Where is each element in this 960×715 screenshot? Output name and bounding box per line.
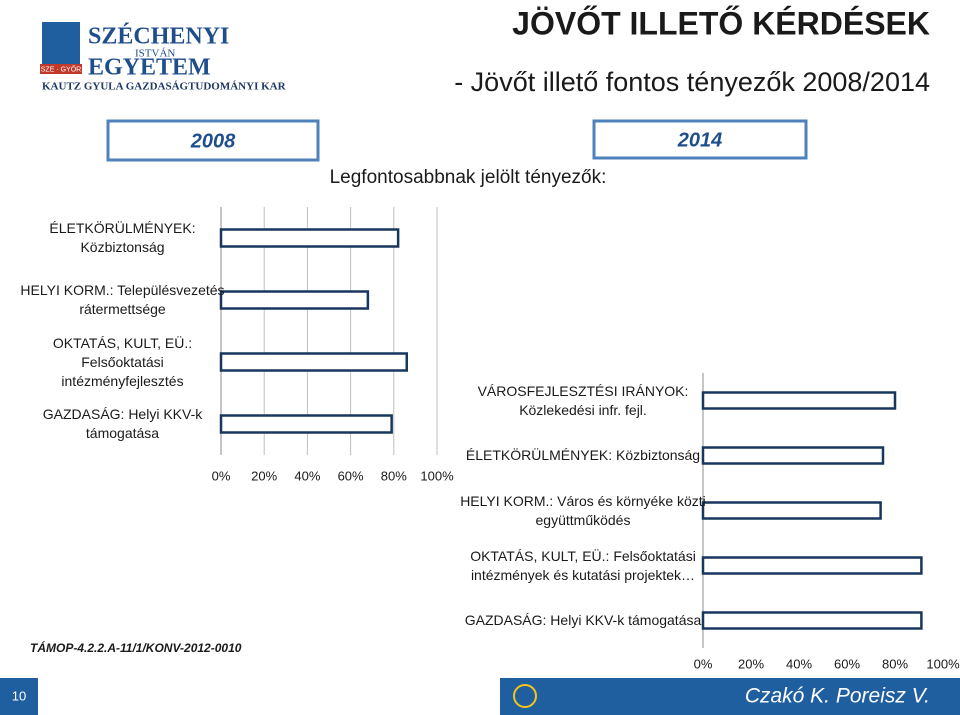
- y-tick-label: GAZDASÁG: Helyi KKV-k támogatása: [464, 612, 702, 628]
- x-tick-label: 40%: [786, 656, 812, 671]
- slide-title: JÖVŐT ILLETŐ KÉRDÉSEK: [512, 5, 930, 41]
- bar: [219, 290, 370, 310]
- y-tick-label: OKTATÁS, KULT, EÜ.: Felsőoktatási intézm…: [52, 334, 193, 389]
- x-tick-label: 80%: [381, 468, 407, 483]
- x-tick-label: 20%: [738, 656, 764, 671]
- chart-caption: Legfontosabbnak jelölt tényezők:: [330, 167, 607, 188]
- slide-subtitle: - Jövőt illető fontos tényezők 2008/2014: [454, 67, 930, 97]
- y-tick-label: ÉLETKÖRÜLMÉNYEK: Közbiztonság: [465, 447, 701, 463]
- tab: [592, 119, 808, 160]
- y-tick-label: GAZDASÁG: Helyi KKV-k támogatása: [42, 406, 203, 441]
- logo-badge: SZE · GYŐR: [41, 64, 81, 73]
- tab-label: 2014: [677, 129, 723, 151]
- bar: [701, 501, 882, 520]
- bar: [219, 352, 409, 372]
- logo-emblem: [42, 22, 80, 64]
- x-tick-label: 80%: [882, 656, 908, 671]
- y-tick-label: HELYI KORM.: Város és környéke közti egy…: [460, 492, 706, 528]
- tab-label: 2008: [190, 130, 236, 152]
- logo-text: EGYETEM: [88, 55, 211, 81]
- page-number: 10: [12, 688, 26, 703]
- x-tick-label: 40%: [294, 468, 320, 483]
- x-tick-label: 60%: [834, 656, 860, 671]
- x-tick-label: 0%: [212, 468, 231, 483]
- logo-badge-bg: [40, 64, 82, 74]
- authors: Czakó K. Poreisz V.: [745, 685, 930, 708]
- bar: [701, 611, 923, 630]
- y-tick-label: VÁROSFEJLESZTÉSI IRÁNYOK: Közlekedési in…: [477, 382, 689, 418]
- x-tick-label: 0%: [694, 656, 713, 671]
- x-tick-label: 60%: [338, 468, 364, 483]
- bar: [219, 414, 393, 434]
- logo-text: SZÉCHENYI: [88, 24, 229, 50]
- footer-bar: [500, 678, 960, 715]
- y-tick-label: ÉLETKÖRÜLMÉNYEK: Közbiztonság: [49, 220, 196, 255]
- logo-faculty: KAUTZ GYULA GAZDASÁGTUDOMÁNYI KAR: [42, 81, 287, 93]
- y-tick-label: HELYI KORM.: Településvezetés rátermetts…: [20, 282, 225, 317]
- bar: [219, 228, 400, 248]
- y-tick-label: OKTATÁS, KULT, EÜ.: Felsőoktatási intézm…: [470, 547, 696, 583]
- x-tick-label: 100%: [420, 468, 454, 483]
- logo-text: ISTVÁN: [135, 48, 175, 60]
- tab: [106, 119, 320, 162]
- x-tick-label: 20%: [251, 468, 277, 483]
- project-id: TÁMOP-4.2.2.A-11/1/KONV-2012-0010: [30, 640, 242, 655]
- bar: [701, 391, 897, 410]
- bar: [701, 446, 885, 465]
- bar: [701, 556, 923, 575]
- x-tick-label: 100%: [926, 656, 960, 671]
- footer-icon: [513, 684, 537, 708]
- page-box: [0, 678, 38, 715]
